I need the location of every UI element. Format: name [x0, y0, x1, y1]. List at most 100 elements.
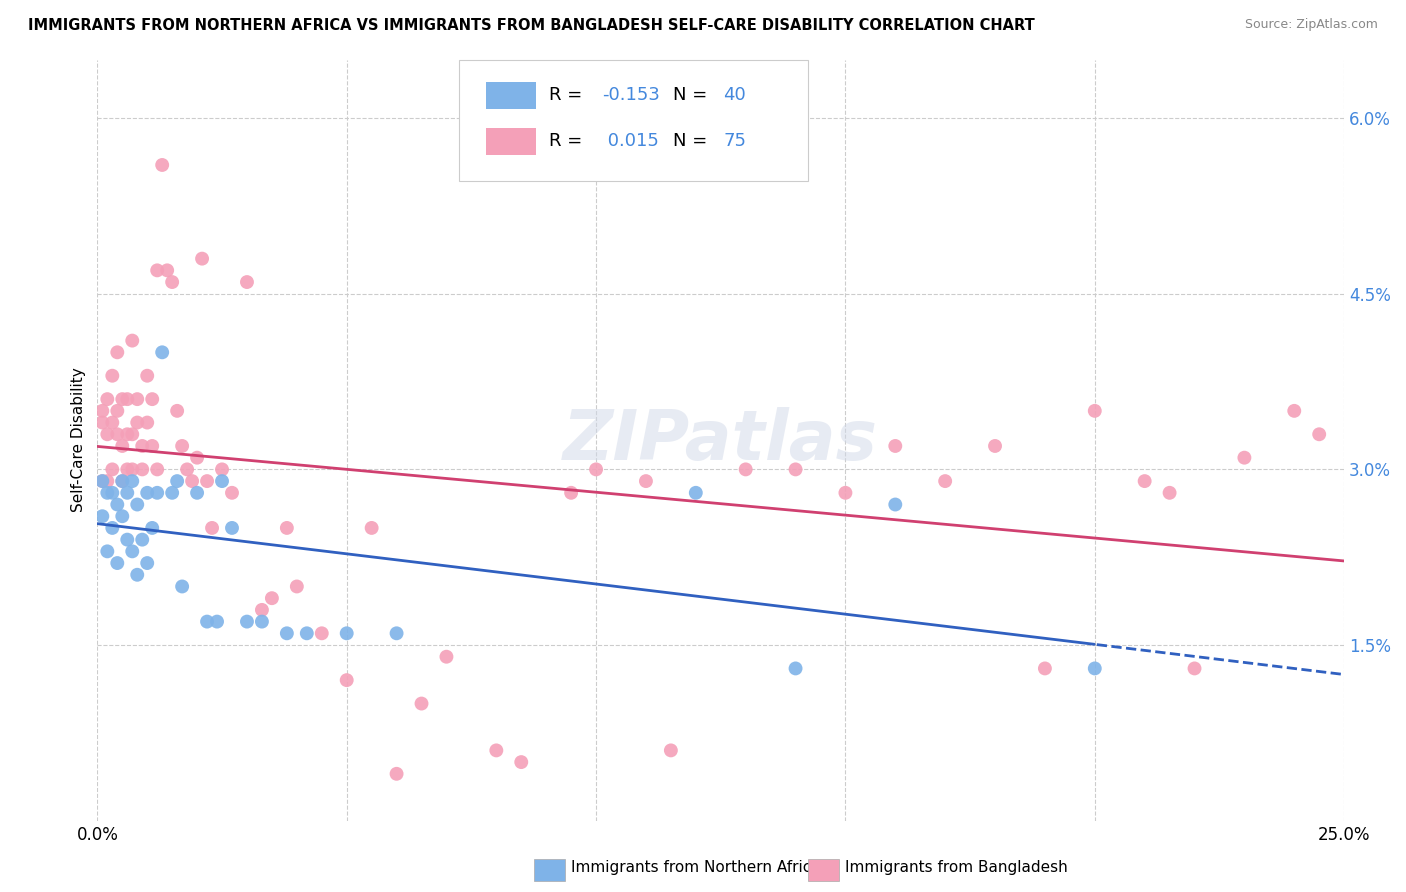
Point — [146, 263, 169, 277]
Point — [105, 404, 128, 418]
Point — [984, 439, 1007, 453]
Point — [1284, 404, 1306, 418]
Point — [146, 462, 169, 476]
Point — [285, 579, 308, 593]
Text: IMMIGRANTS FROM NORTHERN AFRICA VS IMMIGRANTS FROM BANGLADESH SELF-CARE DISABILI: IMMIGRANTS FROM NORTHERN AFRICA VS IMMIG… — [28, 18, 1035, 33]
Point — [195, 474, 218, 488]
Point — [211, 462, 233, 476]
Point — [136, 368, 159, 383]
Point — [436, 649, 458, 664]
Point — [485, 743, 508, 757]
Text: Source: ZipAtlas.com: Source: ZipAtlas.com — [1244, 18, 1378, 31]
Point — [166, 474, 188, 488]
Point — [205, 615, 228, 629]
Point — [141, 521, 163, 535]
Point — [121, 334, 143, 348]
Point — [172, 579, 194, 593]
Point — [166, 404, 188, 418]
Point — [117, 533, 139, 547]
Point — [111, 439, 134, 453]
Point — [276, 521, 298, 535]
Point — [117, 392, 139, 406]
Point — [785, 661, 807, 675]
Point — [1159, 485, 1181, 500]
Point — [1033, 661, 1056, 675]
Point — [1133, 474, 1156, 488]
Point — [131, 462, 153, 476]
Point — [360, 521, 382, 535]
Point — [160, 485, 183, 500]
Point — [186, 485, 208, 500]
Point — [884, 439, 907, 453]
Point — [91, 474, 114, 488]
Point — [105, 498, 128, 512]
Point — [1184, 661, 1206, 675]
Point — [96, 544, 118, 558]
Point — [136, 556, 159, 570]
Point — [250, 615, 273, 629]
Point — [934, 474, 956, 488]
Point — [117, 462, 139, 476]
Point — [172, 439, 194, 453]
Point — [659, 743, 682, 757]
Point — [105, 345, 128, 359]
Text: Immigrants from Bangladesh: Immigrants from Bangladesh — [845, 860, 1069, 874]
Point — [117, 427, 139, 442]
Text: 75: 75 — [723, 132, 747, 150]
Text: Immigrants from Northern Africa: Immigrants from Northern Africa — [571, 860, 821, 874]
FancyBboxPatch shape — [486, 82, 536, 109]
Point — [96, 485, 118, 500]
Point — [127, 567, 149, 582]
Point — [1308, 427, 1330, 442]
Point — [141, 392, 163, 406]
Text: R =: R = — [548, 87, 588, 104]
Point — [411, 697, 433, 711]
Point — [221, 485, 243, 500]
Point — [201, 521, 224, 535]
Point — [131, 533, 153, 547]
Point — [211, 474, 233, 488]
Text: -0.153: -0.153 — [602, 87, 661, 104]
Point — [127, 392, 149, 406]
Point — [176, 462, 198, 476]
Point — [834, 485, 856, 500]
Point — [385, 766, 408, 780]
Point — [260, 591, 283, 606]
Point — [111, 509, 134, 524]
Point — [236, 615, 259, 629]
Point — [560, 485, 582, 500]
Point — [156, 263, 179, 277]
Point — [141, 439, 163, 453]
Point — [195, 615, 218, 629]
Point — [91, 474, 114, 488]
Text: 40: 40 — [723, 87, 747, 104]
Point — [105, 556, 128, 570]
Text: ZIPatlas: ZIPatlas — [564, 407, 879, 474]
Point — [105, 427, 128, 442]
Point — [236, 275, 259, 289]
Point — [91, 509, 114, 524]
Point — [121, 462, 143, 476]
Point — [181, 474, 204, 488]
Text: N =: N = — [673, 87, 713, 104]
Point — [101, 416, 124, 430]
Text: R =: R = — [548, 132, 588, 150]
Point — [91, 404, 114, 418]
Point — [117, 485, 139, 500]
Point — [96, 392, 118, 406]
Point — [121, 544, 143, 558]
Point — [131, 439, 153, 453]
Point — [121, 427, 143, 442]
Point — [150, 345, 173, 359]
Point — [295, 626, 318, 640]
Point — [96, 427, 118, 442]
Point — [785, 462, 807, 476]
Point — [1084, 661, 1107, 675]
Point — [221, 521, 243, 535]
Point — [101, 368, 124, 383]
Point — [510, 755, 533, 769]
Point — [186, 450, 208, 465]
Point — [127, 416, 149, 430]
Point — [276, 626, 298, 640]
Point — [111, 392, 134, 406]
